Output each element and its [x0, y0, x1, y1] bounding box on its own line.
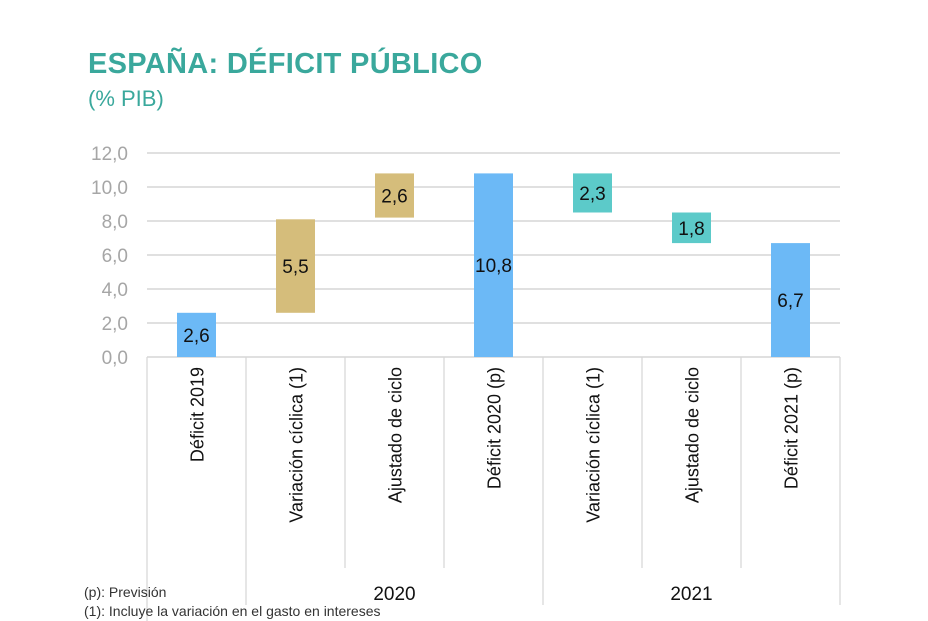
- group-label: 2021: [670, 584, 712, 605]
- bar-decrease: [573, 173, 612, 213]
- bar-increase: [276, 219, 315, 313]
- category-label: Déficit 2019: [188, 367, 208, 462]
- data-label: 6,7: [777, 291, 803, 312]
- y-tick-label: 2,0: [102, 314, 128, 335]
- chart-title: ESPAÑA: DÉFICIT PÚBLICO: [88, 48, 483, 80]
- bar-decrease: [672, 212, 711, 244]
- data-label: 5,5: [282, 257, 308, 278]
- category-label: Déficit 2020 (p): [485, 367, 505, 489]
- category-label: Variación cíclica (1): [287, 367, 307, 523]
- y-tick-label: 10,0: [91, 178, 128, 199]
- bar-increase: [375, 173, 414, 218]
- data-label: 2,3: [579, 184, 605, 205]
- data-label: 2,6: [183, 326, 209, 347]
- y-tick-label: 0,0: [102, 348, 128, 369]
- bar-total: [177, 312, 216, 357]
- category-label: Ajustado de ciclo: [386, 367, 406, 503]
- chart-subtitle: (% PIB): [88, 86, 164, 111]
- note-intereses: (1): Incluye la variación en el gasto en…: [84, 603, 381, 619]
- y-tick-label: 8,0: [102, 212, 128, 233]
- category-label: Variación cíclica (1): [584, 367, 604, 523]
- y-tick-label: 12,0: [91, 144, 128, 165]
- data-label: 10,8: [475, 256, 512, 277]
- data-label: 2,6: [381, 187, 407, 208]
- y-tick-label: 4,0: [102, 280, 128, 301]
- y-tick-label: 6,0: [102, 246, 128, 267]
- note-prevision: (p): Previsión: [84, 584, 167, 600]
- category-label: Ajustado de ciclo: [683, 367, 703, 503]
- data-label: 1,8: [678, 219, 704, 240]
- bar-total: [474, 173, 513, 357]
- group-label: 2020: [373, 584, 415, 605]
- category-label: Déficit 2021 (p): [782, 367, 802, 489]
- bar-total: [771, 243, 810, 357]
